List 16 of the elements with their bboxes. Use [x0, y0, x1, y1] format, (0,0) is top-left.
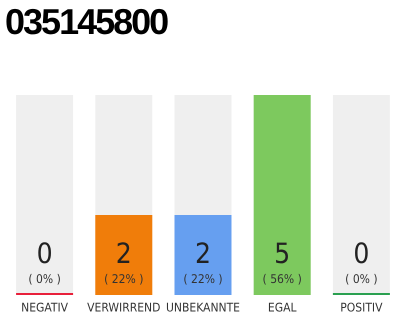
data-label: 2: [194, 237, 212, 270]
annotation: ( 22% ): [183, 272, 223, 286]
chart-title: 035145800: [5, 0, 168, 44]
data-label: 2: [116, 237, 132, 270]
annotation: ( 56% ): [262, 272, 302, 286]
x-tick-label: EGAL: [268, 300, 296, 315]
data-label: 5: [274, 237, 290, 270]
x-tick-label: POSITIV: [340, 300, 384, 315]
annotation: ( 22% ): [104, 272, 144, 286]
x-tick-label: NEGATIV: [21, 300, 69, 315]
x-tick-label: VERWIRREND: [87, 300, 160, 315]
annotation: ( 0% ): [28, 272, 61, 286]
x-tick-label: UNBEKANNTE: [166, 300, 240, 315]
data-label: 0: [353, 237, 370, 270]
annotation: ( 0% ): [345, 272, 378, 286]
data-label: 0: [36, 237, 53, 270]
